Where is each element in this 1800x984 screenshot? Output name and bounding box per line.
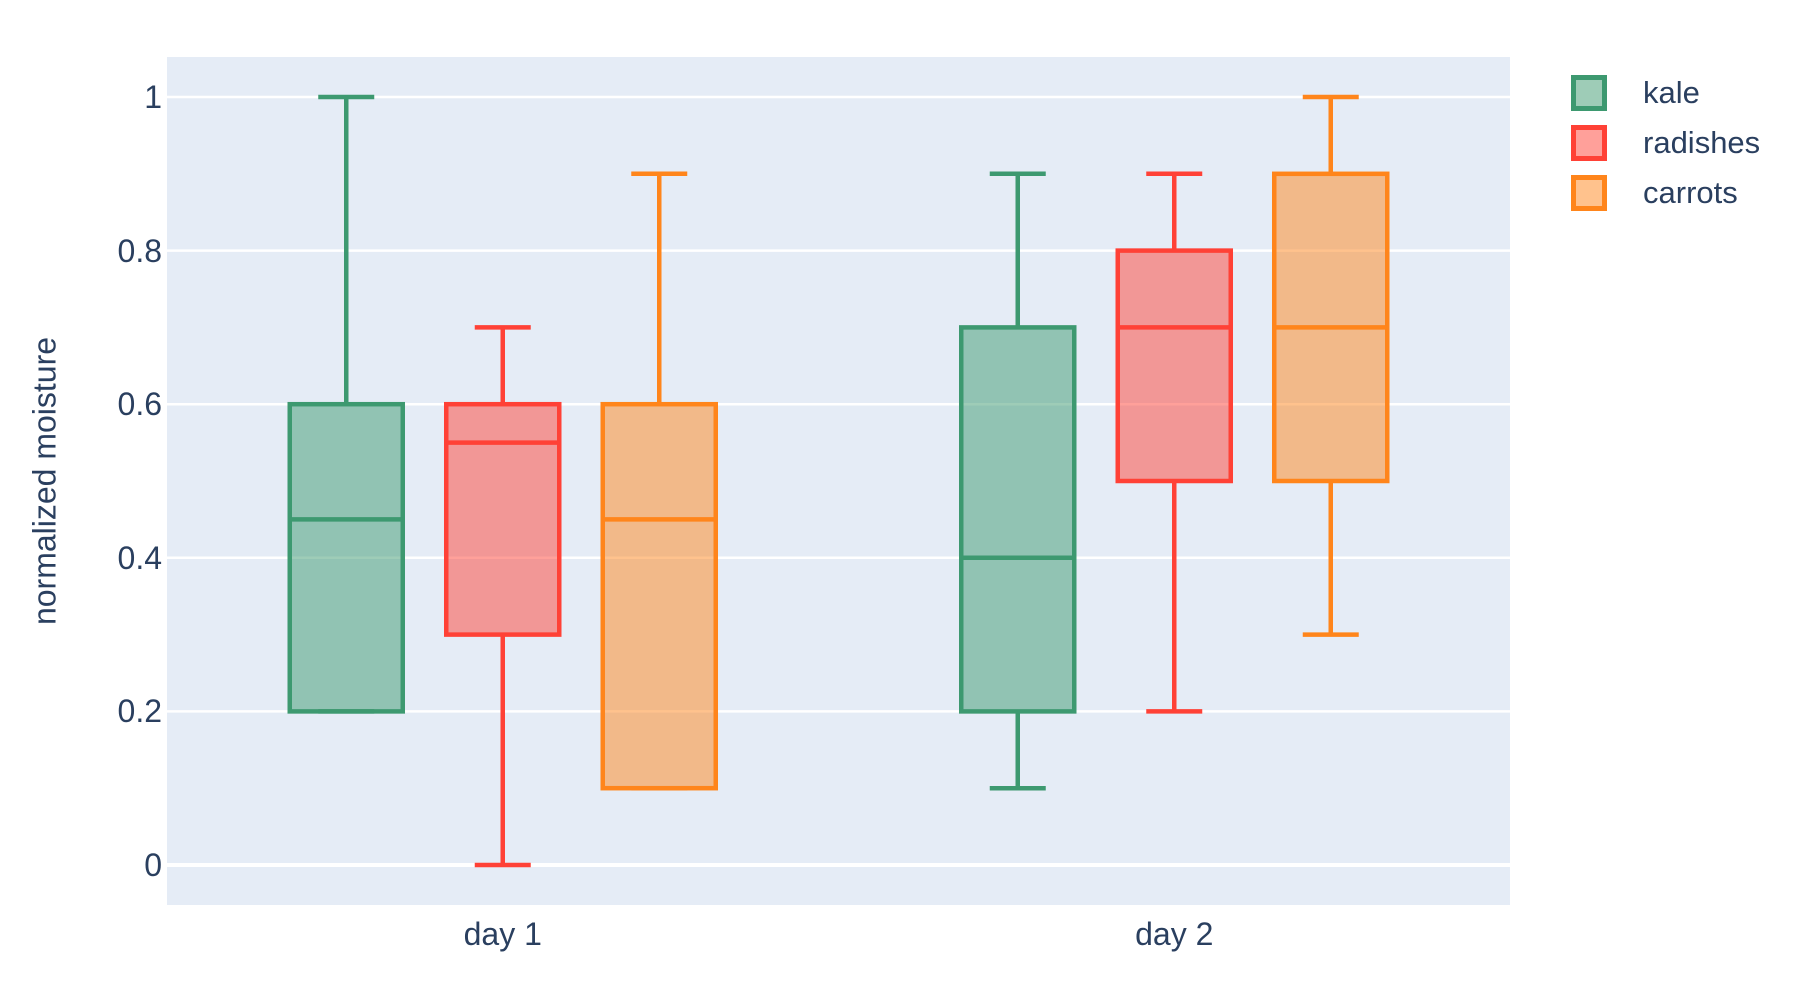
legend-label-carrots: carrots xyxy=(1643,175,1738,210)
box-carrots-day-2 xyxy=(1272,94,1390,637)
y-tick-0: 0 xyxy=(144,847,162,883)
y-tick-1: 1 xyxy=(144,79,162,115)
box-carrots-day-1 xyxy=(600,171,718,791)
kale-swatch-icon xyxy=(1571,75,1607,111)
y-tick-0.6: 0.6 xyxy=(117,386,162,423)
legend-item-radishes[interactable]: radishes xyxy=(1571,118,1760,168)
box-kale-day-1 xyxy=(287,94,405,714)
legend-item-kale[interactable]: kale xyxy=(1571,68,1760,118)
box-radishes-day-1 xyxy=(444,325,562,868)
legend-label-kale: kale xyxy=(1643,75,1700,110)
legend-label-radishes: radishes xyxy=(1643,125,1761,160)
x-tick-day-1: day 1 xyxy=(463,916,542,952)
y-tick-0.8: 0.8 xyxy=(117,232,162,269)
legend: kale radishes carrots xyxy=(1571,68,1760,218)
box-radishes-day-2 xyxy=(1115,171,1233,714)
y-tick-0.4: 0.4 xyxy=(117,539,162,576)
legend-item-carrots[interactable]: carrots xyxy=(1571,168,1760,218)
box-kale-day-2 xyxy=(959,171,1077,791)
y-tick-0.2: 0.2 xyxy=(117,693,162,730)
y-axis-title: normalized moisture xyxy=(26,336,63,626)
x-tick-day-2: day 2 xyxy=(1135,916,1214,952)
radishes-swatch-icon xyxy=(1571,125,1607,161)
carrots-swatch-icon xyxy=(1571,175,1607,211)
